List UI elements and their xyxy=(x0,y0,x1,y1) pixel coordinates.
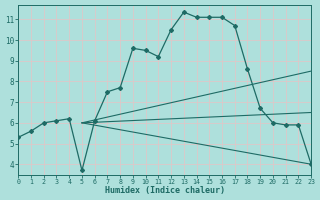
X-axis label: Humidex (Indice chaleur): Humidex (Indice chaleur) xyxy=(105,186,225,195)
